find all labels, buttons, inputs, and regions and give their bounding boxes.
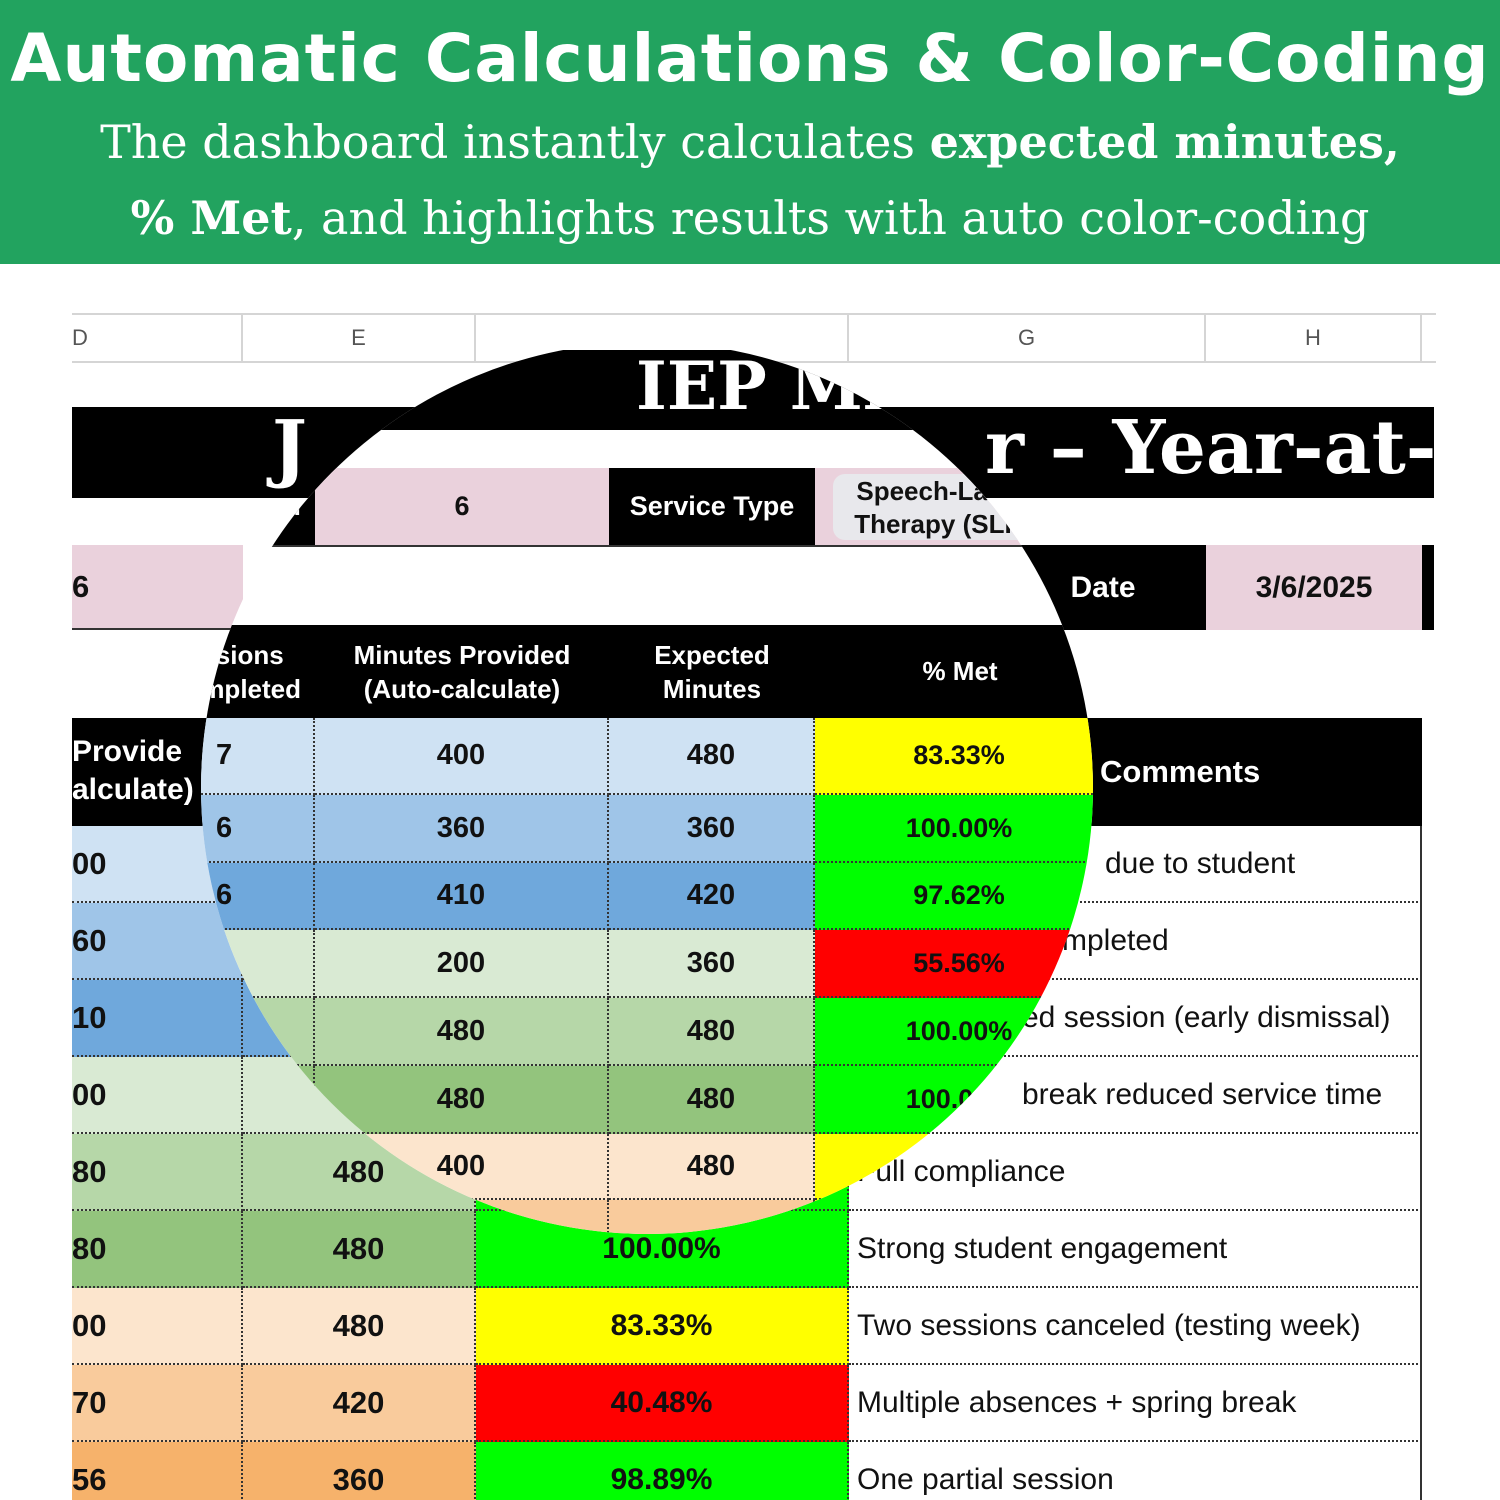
expected-minutes-cell[interactable]: 480 <box>609 1066 815 1134</box>
service-type-label: Service Type <box>609 468 815 545</box>
percent-met-cell[interactable]: 40.48% <box>476 1365 849 1442</box>
percent-met-cell[interactable]: 100.00% <box>815 795 1093 863</box>
header-comments: Comments <box>1100 754 1261 789</box>
comment-cell[interactable]: Multiple absences + spring break <box>849 1365 1422 1442</box>
subtitle-text: , and highlights results with auto color… <box>291 191 1370 245</box>
column-header-d[interactable]: D <box>72 313 243 363</box>
expected-minutes-cell[interactable]: 480 <box>609 1134 815 1200</box>
header-minutes-provided: Minutes Provided (Auto-calculate) <box>353 639 571 704</box>
grade-field[interactable]: 6 <box>315 468 609 545</box>
divider <box>1422 545 1434 630</box>
column-header-g[interactable]: G <box>849 313 1206 363</box>
column-label: H <box>1305 325 1321 350</box>
minutes-provided-cell[interactable]: 480 <box>315 1066 609 1134</box>
percent-met-cell[interactable]: 83.33% <box>815 718 1093 795</box>
sessions-completed-cell[interactable]: 7 <box>201 718 315 795</box>
minutes-provided-cell[interactable]: 80 <box>72 1211 243 1288</box>
subtitle-bold: expected minutes, <box>929 115 1400 169</box>
percent-met-cell[interactable]: 55.56% <box>815 930 1093 998</box>
expected-minutes-cell[interactable]: 480 <box>243 1288 476 1365</box>
column-label: G <box>1017 325 1036 350</box>
expected-minutes-cell[interactable]: 480 <box>609 718 815 795</box>
comment-cell[interactable]: One partial session <box>849 1442 1422 1500</box>
expected-minutes-cell[interactable]: 360 <box>609 930 815 998</box>
date-field[interactable]: 3/6/2025 <box>1206 545 1422 630</box>
minutes-provided-cell[interactable]: 80 <box>72 1134 243 1211</box>
subtitle-text: The dashboard instantly calculates <box>100 115 930 169</box>
minutes-provided-cell[interactable]: 00 <box>72 1057 243 1134</box>
minutes-provided-cell[interactable]: 400 <box>315 718 609 795</box>
expected-minutes-cell[interactable]: 480 <box>243 1211 476 1288</box>
banner-subtitle-line2: % Met, and highlights results with auto … <box>0 180 1500 256</box>
minutes-provided-cell[interactable]: 410 <box>315 863 609 930</box>
minutes-provided-cell[interactable]: 70 <box>72 1365 243 1442</box>
minutes-provided-cell[interactable]: 00 <box>72 1288 243 1365</box>
header-expected-minutes: Expected Minutes <box>654 639 770 704</box>
promo-banner: Automatic Calculations & Color-Coding Th… <box>0 0 1500 264</box>
comment-cell[interactable]: Strong student engagement <box>849 1211 1422 1288</box>
banner-subtitle-line1: The dashboard instantly calculates expec… <box>0 104 1500 180</box>
expected-minutes-cell[interactable]: 480 <box>609 998 815 1066</box>
column-header-h[interactable]: H <box>1206 313 1422 363</box>
minutes-provided-cell[interactable]: 56 <box>72 1442 243 1500</box>
header-minutes-provided: Provide alculate) <box>72 735 194 806</box>
expected-minutes-cell[interactable]: 420 <box>243 1365 476 1442</box>
grade-cell[interactable]: 6 <box>72 545 243 630</box>
divider <box>201 545 1093 547</box>
column-label: E <box>351 325 366 350</box>
minutes-provided-cell[interactable]: 60 <box>72 903 243 980</box>
minutes-provided-cell[interactable]: 480 <box>315 998 609 1066</box>
banner-title: Automatic Calculations & Color-Coding <box>10 20 1490 97</box>
expected-minutes-cell[interactable]: 420 <box>609 863 815 930</box>
expected-minutes-cell[interactable]: 360 <box>609 795 815 863</box>
expected-minutes-cell[interactable]: 360 <box>243 1442 476 1500</box>
minutes-provided-cell[interactable]: 360 <box>315 795 609 863</box>
percent-met-cell[interactable]: 97.62% <box>815 863 1093 930</box>
sessions-completed-cell[interactable]: 6 <box>201 795 315 863</box>
subtitle-bold: % Met <box>130 191 292 245</box>
sheet-title-fragment: J <box>272 405 308 491</box>
header-percent-met: % Met <box>922 656 998 686</box>
column-header-i[interactable] <box>1422 313 1436 363</box>
column-label: D <box>72 325 88 350</box>
sheet-title-fragment: r – Year-at-a <box>985 412 1435 484</box>
column-header-e[interactable]: E <box>243 313 476 363</box>
minutes-provided-cell[interactable]: 200 <box>315 930 609 998</box>
minutes-provided-cell[interactable]: 10 <box>72 980 243 1057</box>
header-sessions-completed: ssions mpleted <box>201 639 301 704</box>
magnified-table-header <box>201 625 1093 718</box>
comment-cell[interactable]: Two sessions canceled (testing week) <box>849 1288 1422 1365</box>
comment-cell[interactable]: Full compliance <box>849 1134 1422 1211</box>
percent-met-cell[interactable]: 98.89% <box>476 1442 849 1500</box>
percent-met-cell[interactable]: 83.33% <box>476 1288 849 1365</box>
